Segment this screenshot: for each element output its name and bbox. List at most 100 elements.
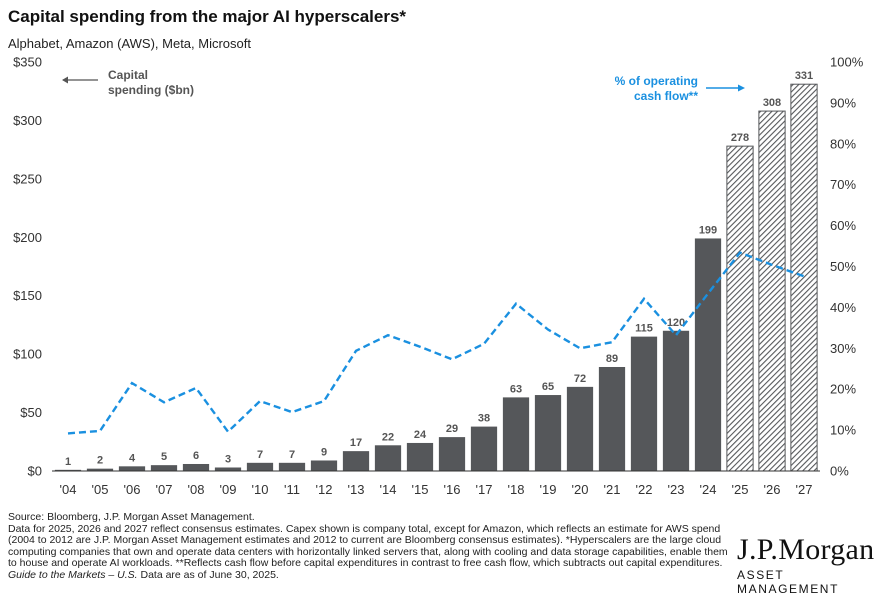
capex-bar bbox=[374, 445, 402, 471]
right-tick-label: 80% bbox=[830, 136, 856, 151]
bar-value-label: 1 bbox=[65, 456, 71, 468]
right-axis-ticks: 0% 10% 20% 30% 40% 50% 60% 70% 80% 90% 100% bbox=[830, 55, 864, 479]
footnote-guide: Guide to the Markets – U.S. Data are as … bbox=[8, 568, 733, 582]
x-tick-label: '05 bbox=[92, 482, 109, 497]
right-tick-label: 0% bbox=[830, 464, 849, 479]
bar-value-label: 115 bbox=[635, 323, 653, 335]
left-annotation: Capital spending ($bn) bbox=[62, 68, 194, 97]
right-tick-label: 30% bbox=[830, 341, 856, 356]
bar-value-label: 2 bbox=[97, 455, 103, 467]
x-tick-label: '12 bbox=[316, 482, 333, 497]
left-tick-label: $50 bbox=[20, 405, 42, 420]
capex-bar bbox=[502, 397, 530, 471]
left-annotation-line2: spending ($bn) bbox=[108, 83, 194, 97]
x-tick-label: '25 bbox=[732, 482, 749, 497]
x-tick-label: '15 bbox=[412, 482, 429, 497]
left-annotation-line1: Capital bbox=[108, 68, 148, 82]
bar-value-label: 331 bbox=[795, 70, 813, 82]
logo-subtitle: ASSET MANAGEMENT bbox=[737, 568, 840, 596]
x-axis-labels: '04 '05 '06 '07 '08 '09 '10 '11 '12 '13 '14 '15 '16 '… bbox=[60, 482, 813, 497]
x-tick-label: '26 bbox=[764, 482, 781, 497]
jpmorgan-logo: J.P.Morgan ASSET MANAGEMENT bbox=[737, 533, 875, 597]
guide-date: Data are as of June 30, 2025. bbox=[137, 568, 279, 581]
x-tick-label: '20 bbox=[572, 482, 589, 497]
capex-bar bbox=[246, 462, 274, 471]
capex-bar bbox=[566, 386, 594, 471]
capex-bar bbox=[150, 465, 178, 471]
x-tick-label: '23 bbox=[668, 482, 685, 497]
x-tick-label: '04 bbox=[60, 482, 77, 497]
x-tick-label: '09 bbox=[220, 482, 237, 497]
x-tick-label: '14 bbox=[380, 482, 397, 497]
bar-value-label: 72 bbox=[574, 373, 586, 385]
x-tick-label: '13 bbox=[348, 482, 365, 497]
x-tick-label: '06 bbox=[124, 482, 141, 497]
logo-wordmark: J.P.Morgan bbox=[737, 533, 875, 566]
guide-title: Guide to the Markets – U.S. bbox=[8, 568, 138, 581]
x-tick-label: '10 bbox=[252, 482, 269, 497]
capex-bars bbox=[54, 83, 818, 472]
right-tick-label: 60% bbox=[830, 218, 856, 233]
x-tick-label: '22 bbox=[636, 482, 653, 497]
bar-value-label: 3 bbox=[225, 453, 231, 465]
right-tick-label: 50% bbox=[830, 259, 856, 274]
right-tick-label: 20% bbox=[830, 382, 856, 397]
capex-bar bbox=[182, 463, 210, 471]
capex-bar bbox=[214, 467, 242, 471]
bar-value-label: 7 bbox=[257, 449, 263, 461]
capex-bar bbox=[438, 437, 466, 471]
right-tick-label: 90% bbox=[830, 95, 856, 110]
capex-bar bbox=[662, 330, 690, 471]
left-tick-label: $100 bbox=[13, 347, 42, 362]
capex-chart: $0$50$100$150$200$250$300$350 0%10%20%30… bbox=[13, 55, 864, 498]
x-tick-label: '24 bbox=[700, 482, 717, 497]
left-tick-label: $0 bbox=[28, 464, 42, 479]
x-tick-label: '19 bbox=[540, 482, 557, 497]
left-arrow-icon bbox=[62, 76, 68, 84]
capex-bar bbox=[470, 426, 498, 471]
bar-value-label: 9 bbox=[321, 446, 327, 458]
capex-bar bbox=[758, 110, 786, 472]
x-tick-label: '18 bbox=[508, 482, 525, 497]
bar-value-label: 7 bbox=[289, 449, 295, 461]
bar-value-label: 22 bbox=[382, 431, 394, 443]
right-annotation: % of operating cash flow** bbox=[615, 74, 745, 103]
bar-value-label: 278 bbox=[731, 132, 749, 144]
right-tick-label: 100% bbox=[830, 55, 864, 70]
capex-bar bbox=[118, 466, 146, 471]
left-tick-label: $250 bbox=[13, 171, 42, 186]
bar-value-label: 5 bbox=[161, 451, 167, 463]
capex-bar bbox=[534, 395, 562, 471]
x-tick-label: '17 bbox=[476, 482, 493, 497]
chart-title: Capital spending from the major AI hyper… bbox=[8, 7, 407, 26]
bar-value-label: 308 bbox=[763, 97, 781, 109]
x-tick-label: '11 bbox=[284, 482, 300, 497]
capex-bar bbox=[54, 469, 82, 471]
capex-bar bbox=[630, 336, 658, 471]
bar-value-label: 17 bbox=[350, 437, 362, 449]
capex-bar bbox=[310, 460, 338, 471]
capex-bar bbox=[598, 366, 626, 471]
right-tick-label: 10% bbox=[830, 423, 856, 438]
footnote-notes: Data for 2025, 2026 and 2027 reflect con… bbox=[8, 522, 728, 569]
bar-value-label: 89 bbox=[606, 353, 618, 365]
capex-bar bbox=[726, 145, 754, 472]
right-arrow-icon bbox=[738, 84, 745, 92]
right-annotation-line2: cash flow** bbox=[634, 89, 698, 103]
capex-bar bbox=[342, 451, 370, 471]
bar-value-label: 4 bbox=[129, 452, 136, 464]
x-tick-label: '27 bbox=[796, 482, 813, 497]
right-tick-label: 40% bbox=[830, 300, 856, 315]
capex-bar bbox=[406, 442, 434, 471]
left-axis-ticks: $0 $50 $100 $150 $200 $250 $300 $350 bbox=[13, 55, 42, 479]
right-tick-label: 70% bbox=[830, 177, 856, 192]
footnotes: Source: Bloomberg, J.P. Morgan Asset Man… bbox=[8, 511, 733, 582]
left-tick-label: $150 bbox=[13, 288, 42, 303]
left-tick-label: $350 bbox=[13, 55, 42, 70]
operating-cash-flow-line bbox=[67, 251, 805, 435]
capex-bar bbox=[790, 83, 818, 472]
capex-bar bbox=[86, 468, 114, 471]
left-tick-label: $300 bbox=[13, 113, 42, 128]
capex-bar bbox=[694, 238, 722, 471]
